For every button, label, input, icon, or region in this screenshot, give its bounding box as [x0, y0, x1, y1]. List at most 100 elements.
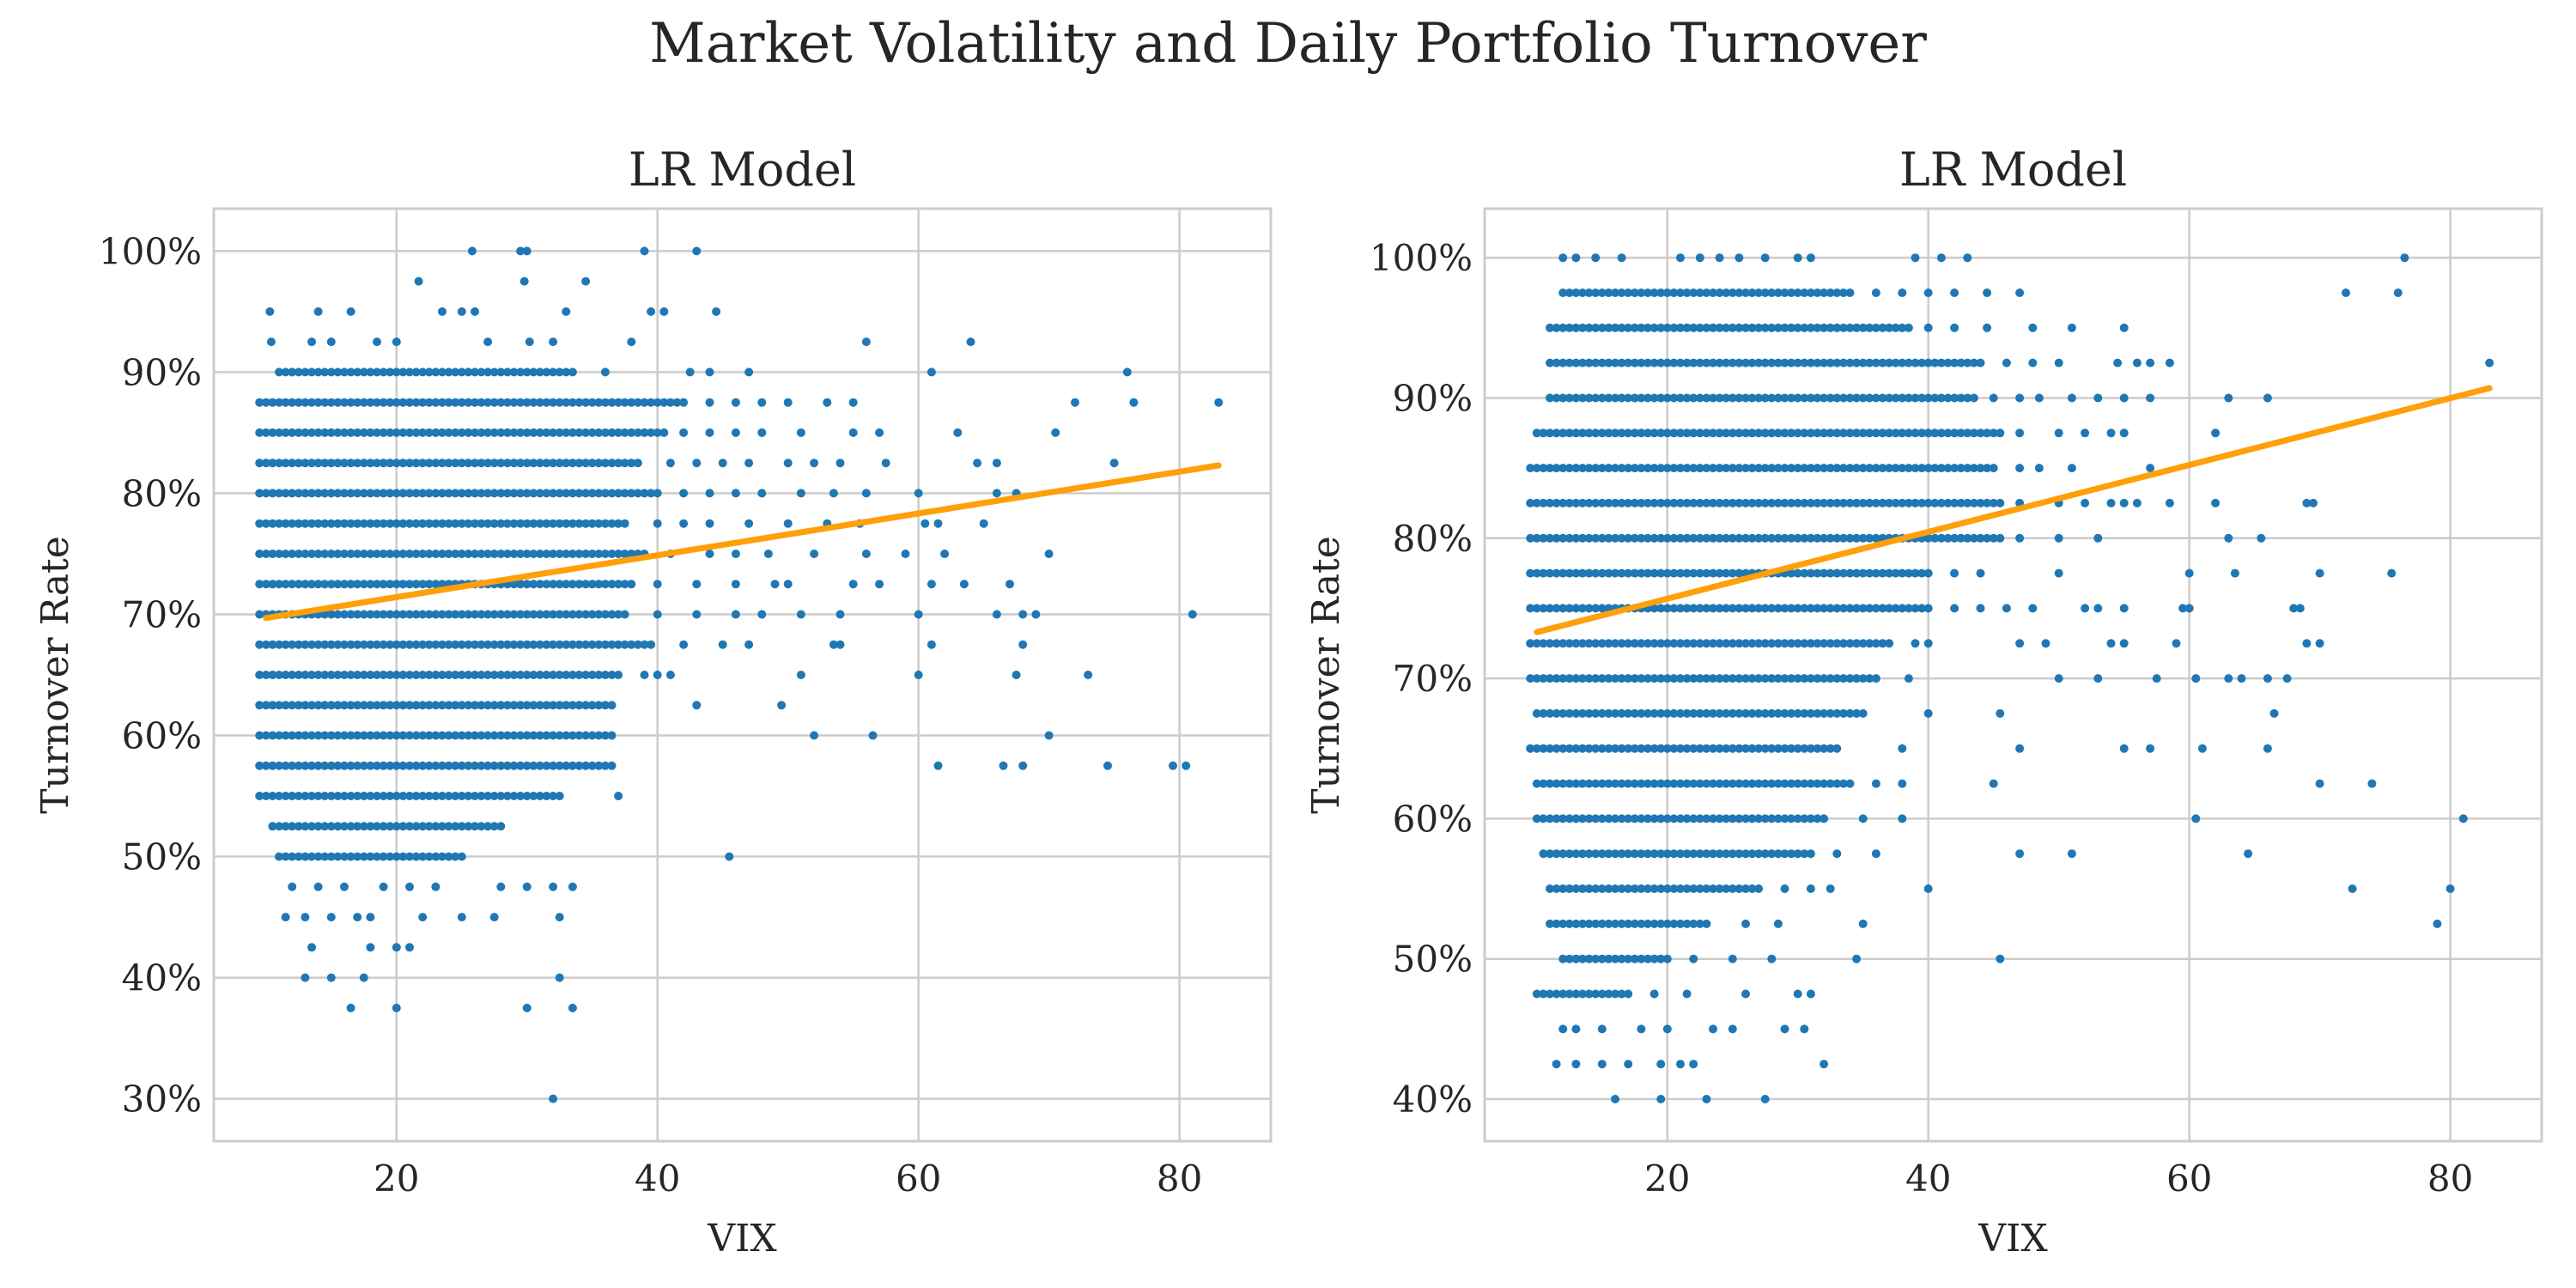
data-point — [1584, 708, 1594, 718]
data-point — [1558, 533, 1568, 543]
data-point — [1904, 358, 1913, 368]
data-point — [307, 640, 316, 649]
data-point — [1564, 989, 1574, 999]
data-point — [1722, 674, 1731, 683]
data-point — [1838, 779, 1848, 788]
data-point — [1611, 289, 1619, 297]
data-point — [1773, 393, 1783, 403]
data-point — [1715, 533, 1724, 543]
data-point — [535, 580, 544, 589]
data-point — [718, 459, 727, 468]
data-point — [1539, 568, 1548, 578]
data-point — [2400, 253, 2409, 263]
y-tick-label: 90% — [122, 351, 202, 393]
data-point — [438, 459, 447, 468]
data-point — [386, 640, 395, 649]
data-point — [1662, 323, 1672, 332]
data-point — [392, 550, 401, 558]
data-point — [1617, 533, 1626, 543]
data-point — [1963, 253, 1972, 263]
data-point — [665, 459, 675, 468]
data-point — [525, 337, 534, 347]
data-point — [1715, 744, 1724, 753]
data-point — [2015, 289, 2025, 297]
data-point — [275, 671, 283, 679]
data-point — [431, 428, 440, 437]
data-point — [1969, 358, 1978, 368]
data-point — [1813, 639, 1822, 648]
data-point — [1735, 849, 1744, 859]
data-point — [529, 519, 538, 528]
data-point — [333, 731, 343, 740]
data-point — [288, 852, 297, 861]
data-point — [366, 822, 375, 831]
data-point — [1826, 779, 1835, 788]
data-point — [1571, 533, 1581, 543]
data-point — [1689, 919, 1698, 928]
data-point — [340, 701, 349, 710]
data-point — [1546, 604, 1554, 613]
data-point — [1950, 323, 1959, 332]
data-point — [1182, 761, 1191, 770]
data-point — [1773, 604, 1783, 613]
data-point — [1643, 289, 1652, 297]
data-point — [1780, 674, 1789, 683]
data-point — [535, 731, 544, 740]
data-point — [1820, 393, 1829, 403]
data-point — [1656, 954, 1666, 963]
data-point — [594, 731, 604, 740]
data-point — [1669, 464, 1679, 473]
data-point — [255, 761, 264, 770]
data-point — [1695, 884, 1704, 893]
data-point — [562, 428, 571, 437]
data-point — [1930, 498, 1940, 507]
data-point — [1715, 639, 1724, 648]
data-point — [438, 731, 447, 740]
data-point — [1832, 604, 1842, 613]
data-point — [1754, 498, 1764, 507]
data-point — [1604, 533, 1613, 543]
data-point — [1747, 884, 1757, 893]
data-point — [549, 701, 558, 710]
data-point — [502, 610, 512, 619]
data-point — [1564, 498, 1574, 507]
data-point — [281, 761, 290, 770]
data-point — [1558, 849, 1568, 859]
data-point — [483, 489, 493, 498]
data-point — [1604, 639, 1613, 648]
data-point — [483, 792, 493, 800]
data-point — [1591, 639, 1601, 648]
data-point — [1630, 919, 1639, 928]
data-point — [529, 640, 538, 649]
data-point — [600, 671, 610, 679]
data-point — [1858, 919, 1868, 928]
data-point — [1838, 323, 1848, 332]
data-point — [386, 701, 395, 710]
data-point — [1826, 533, 1835, 543]
data-point — [1643, 498, 1652, 507]
data-point — [1767, 779, 1777, 788]
data-point — [444, 610, 453, 619]
data-point — [1754, 639, 1764, 648]
data-point — [535, 761, 544, 770]
data-point — [1800, 744, 1809, 753]
data-point — [1584, 533, 1594, 543]
data-point — [835, 640, 845, 649]
data-point — [471, 459, 479, 468]
data-point — [1689, 393, 1698, 403]
data-point — [398, 580, 408, 589]
data-point — [1597, 1024, 1607, 1034]
data-point — [1767, 814, 1777, 823]
data-point — [2067, 323, 2076, 332]
data-point — [1109, 459, 1119, 468]
data-point — [1611, 779, 1619, 788]
data-point — [2146, 464, 2155, 473]
x-tick-label: 40 — [1905, 1157, 1951, 1200]
data-point — [1950, 604, 1959, 613]
data-point — [516, 701, 526, 710]
data-point — [992, 459, 1001, 468]
data-point — [301, 428, 310, 437]
data-point — [477, 701, 486, 710]
data-point — [326, 580, 336, 589]
